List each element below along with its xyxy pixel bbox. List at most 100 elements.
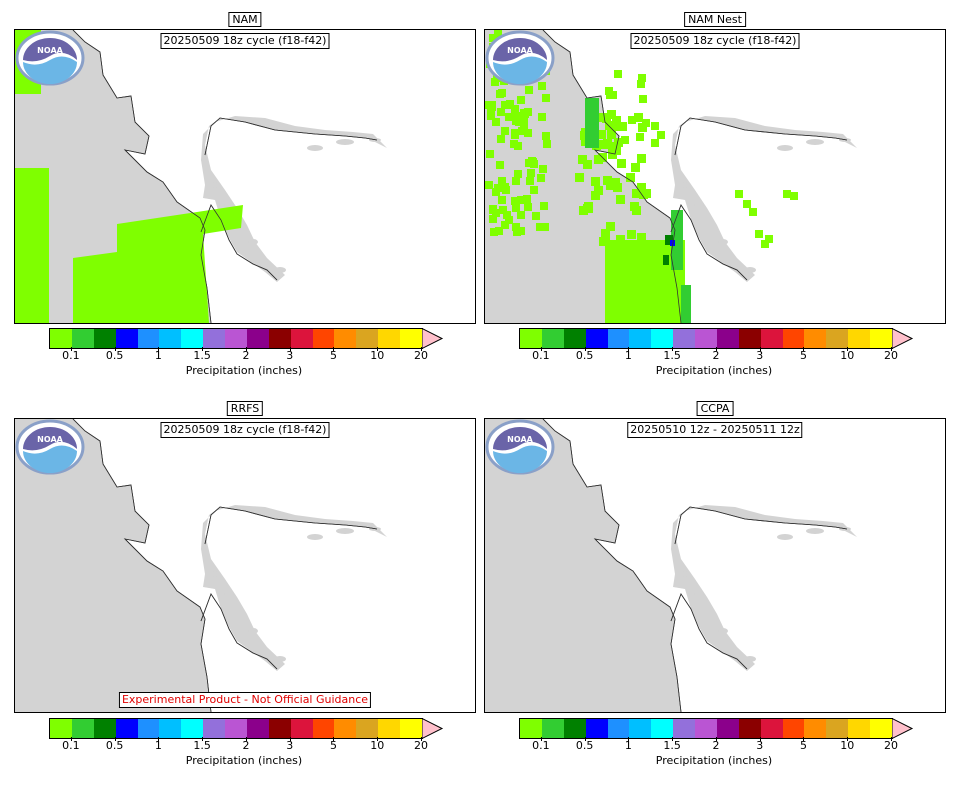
colorbar-tickmark bbox=[202, 737, 204, 741]
precip-cell bbox=[15, 168, 49, 323]
island bbox=[274, 656, 286, 662]
colorbar-tick-label: 10 bbox=[370, 349, 385, 362]
colorbar-tickmark bbox=[202, 347, 204, 351]
precip-cell bbox=[607, 130, 616, 139]
precip-cell bbox=[513, 228, 521, 236]
map-nam-nest: NOAA 20250509 18z cycle (f18-f42) bbox=[484, 29, 946, 324]
colorbar-swatches bbox=[519, 718, 893, 739]
colorbar-tickmark bbox=[114, 737, 116, 741]
colorbar-swatch bbox=[716, 329, 739, 348]
precip-cell bbox=[505, 216, 513, 224]
colorbar-tickmark bbox=[114, 347, 116, 351]
precip-cell bbox=[594, 186, 603, 195]
colorbar-tick-label: 3 bbox=[756, 739, 764, 752]
colorbar-tick-label: 5 bbox=[329, 739, 337, 752]
colorbar-tickmark bbox=[421, 737, 422, 741]
island bbox=[336, 528, 354, 534]
precip-cell bbox=[514, 170, 522, 178]
precip-cell bbox=[642, 189, 651, 198]
precip-cell bbox=[540, 202, 548, 210]
colorbar-extend-arrow bbox=[422, 328, 444, 349]
colorbar-label: Precipitation (inches) bbox=[655, 754, 773, 767]
precip-cell bbox=[505, 113, 513, 121]
colorbar-tickmark bbox=[584, 347, 586, 351]
colorbar-tick-label: 1.5 bbox=[663, 739, 681, 752]
precip-cell bbox=[501, 127, 509, 135]
colorbar-tick-label: 0.1 bbox=[532, 349, 550, 362]
island bbox=[718, 628, 728, 634]
precip-cell bbox=[670, 240, 675, 246]
colorbar-label: Precipitation (inches) bbox=[185, 754, 303, 767]
colorbar-tick-label: 10 bbox=[370, 739, 385, 752]
colorbar-tick-label: 5 bbox=[799, 349, 807, 362]
colorbar-rrfs: 0.1 0.5 1 1.5 2 3 5 10 20 Precipitation (inches) bbox=[49, 718, 469, 767]
precip-cell bbox=[503, 211, 511, 219]
colorbar-swatch bbox=[246, 329, 269, 348]
precip-cell bbox=[651, 139, 659, 147]
colorbar-swatch bbox=[203, 329, 225, 348]
precip-cell bbox=[530, 186, 538, 194]
precip-cell bbox=[755, 230, 763, 238]
colorbar-tickmark bbox=[540, 347, 542, 351]
panel-title-rrfs: RRFS bbox=[226, 401, 264, 416]
colorbar-tickmark bbox=[759, 347, 761, 351]
island bbox=[274, 267, 286, 273]
precip-cell bbox=[575, 173, 584, 182]
colorbar-tickmark bbox=[847, 737, 849, 741]
colorbar-tick-label: 0.5 bbox=[575, 739, 594, 752]
precip-cell bbox=[510, 140, 518, 148]
colorbar-label: Precipitation (inches) bbox=[655, 364, 773, 377]
colorbar-swatch bbox=[629, 719, 652, 738]
island bbox=[777, 145, 793, 151]
colorbar-tickmark bbox=[540, 737, 542, 741]
precip-cell bbox=[665, 235, 673, 245]
colorbar-tick-label: 1.5 bbox=[663, 349, 681, 362]
precip-cell bbox=[634, 113, 643, 122]
colorbar-tickmark bbox=[628, 347, 630, 351]
panel-title-nam-nest: NAM Nest bbox=[684, 12, 746, 27]
precip-cell bbox=[663, 255, 669, 265]
colorbar-tickmark bbox=[289, 737, 291, 741]
noaa-logo-text: NOAA bbox=[507, 435, 533, 444]
island bbox=[718, 239, 728, 245]
precip-cell bbox=[542, 132, 550, 140]
colorbar-tickmark bbox=[377, 737, 379, 741]
precip-cell bbox=[626, 173, 635, 182]
precip-cell bbox=[525, 86, 533, 94]
colorbar-swatch bbox=[93, 719, 116, 738]
precip-cell bbox=[512, 223, 520, 231]
colorbar-tickmark bbox=[672, 737, 674, 741]
island bbox=[336, 139, 354, 145]
precip-cell bbox=[584, 202, 593, 211]
noaa-logo: NOAA bbox=[15, 419, 85, 475]
colorbar-extend-arrow bbox=[892, 718, 914, 739]
precip-cell bbox=[761, 240, 769, 248]
precip-cell bbox=[527, 169, 535, 177]
precip-cell bbox=[749, 208, 757, 216]
colorbar-swatch bbox=[115, 329, 138, 348]
precip-cell bbox=[492, 118, 500, 126]
colorbar-swatch bbox=[870, 719, 892, 738]
precip-cell bbox=[524, 129, 532, 137]
colorbar-swatch bbox=[290, 719, 313, 738]
precip-cell bbox=[489, 34, 497, 42]
precip-cell bbox=[616, 235, 625, 244]
colorbar-swatch bbox=[541, 329, 564, 348]
precip-cell bbox=[494, 30, 502, 38]
precip-cell bbox=[628, 116, 636, 124]
precip-cell bbox=[517, 211, 525, 219]
precip-cell bbox=[543, 140, 551, 148]
precip-cell bbox=[497, 135, 505, 143]
experimental-warning: Experimental Product - Not Official Guid… bbox=[118, 692, 372, 708]
cycle-label: 20250509 18z cycle (f18-f42) bbox=[630, 33, 800, 49]
colorbar-swatches bbox=[49, 328, 423, 349]
precip-area bbox=[73, 205, 243, 323]
colorbar-tickmark bbox=[158, 347, 160, 351]
colorbar-tickmark bbox=[715, 737, 717, 741]
island bbox=[209, 571, 221, 577]
precip-cell bbox=[611, 178, 620, 187]
island bbox=[679, 182, 691, 188]
colorbar-tick-label: 1 bbox=[624, 739, 632, 752]
island bbox=[694, 202, 704, 208]
precip-cell bbox=[501, 101, 509, 109]
